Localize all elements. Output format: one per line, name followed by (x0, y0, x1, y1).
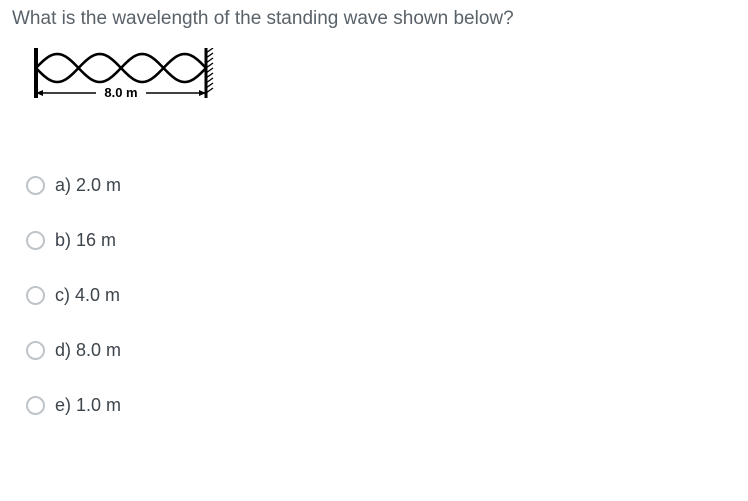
radio-button[interactable] (26, 231, 45, 250)
option-opt-d[interactable]: d) 8.0 m (26, 340, 736, 361)
option-opt-c[interactable]: c) 4.0 m (26, 285, 736, 306)
option-label: c) 4.0 m (55, 285, 120, 306)
svg-text:8.0 m: 8.0 m (104, 85, 137, 100)
option-opt-a[interactable]: a) 2.0 m (26, 175, 736, 196)
radio-button[interactable] (26, 396, 45, 415)
question-text: What is the wavelength of the standing w… (12, 8, 736, 30)
radio-button[interactable] (26, 341, 45, 360)
option-label: a) 2.0 m (55, 175, 121, 196)
option-label: d) 8.0 m (55, 340, 121, 361)
standing-wave-figure: 8.0 m (22, 48, 736, 131)
option-label: b) 16 m (55, 230, 116, 251)
radio-button[interactable] (26, 286, 45, 305)
option-opt-b[interactable]: b) 16 m (26, 230, 736, 251)
option-opt-e[interactable]: e) 1.0 m (26, 395, 736, 416)
options-list: a) 2.0 m b) 16 m c) 4.0 m d) 8.0 m e) 1.0 m (26, 175, 736, 416)
radio-button[interactable] (26, 176, 45, 195)
option-label: e) 1.0 m (55, 395, 121, 416)
